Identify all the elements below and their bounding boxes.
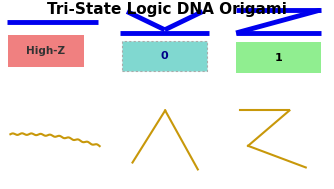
Text: Tri-State Logic DNA Origami: Tri-State Logic DNA Origami	[47, 2, 287, 17]
Text: 0: 0	[161, 51, 169, 61]
Text: 1: 1	[275, 53, 282, 63]
Text: High-Z: High-Z	[26, 46, 65, 56]
FancyBboxPatch shape	[123, 41, 207, 71]
Text: 400 nm: 400 nm	[154, 96, 185, 105]
FancyBboxPatch shape	[8, 35, 84, 67]
Text: 400 nm: 400 nm	[26, 173, 58, 182]
FancyBboxPatch shape	[236, 43, 321, 73]
Text: 400 nm: 400 nm	[255, 96, 287, 105]
